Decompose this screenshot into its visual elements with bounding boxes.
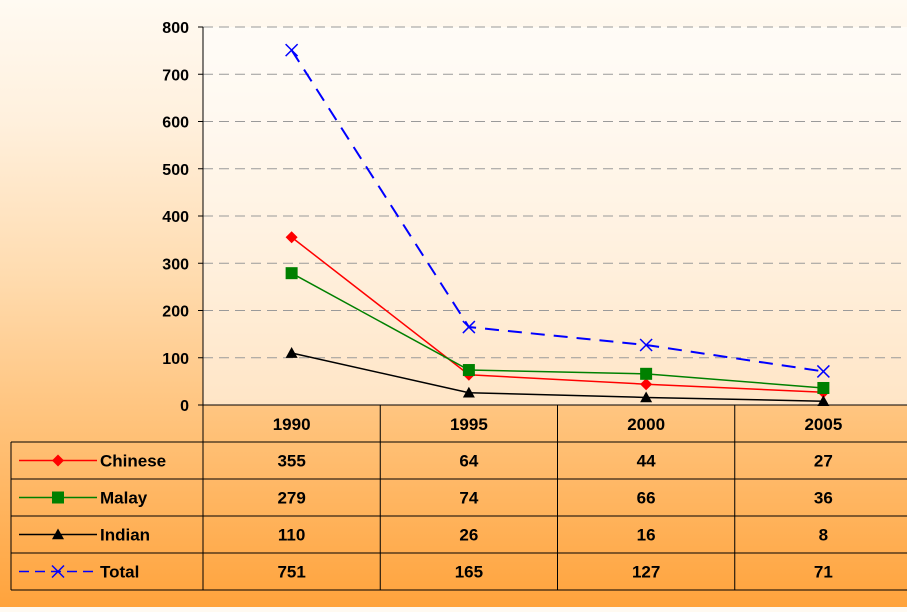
y-tick-label: 300 bbox=[162, 256, 189, 273]
y-tick-label: 700 bbox=[162, 67, 189, 84]
square-marker bbox=[462, 364, 475, 377]
series-name-label: Chinese bbox=[100, 452, 166, 471]
triangle-marker bbox=[817, 395, 830, 407]
table-value-cell: 16 bbox=[637, 526, 656, 545]
table-value-cell: 165 bbox=[455, 563, 483, 582]
series-name-label: Malay bbox=[100, 489, 148, 508]
y-tick-label: 0 bbox=[180, 398, 189, 415]
series-line bbox=[291, 272, 824, 389]
series-line bbox=[291, 352, 824, 402]
x-category-label: 2000 bbox=[627, 415, 665, 434]
table-value-cell: 355 bbox=[277, 452, 305, 471]
triangle-marker bbox=[285, 347, 298, 358]
square-marker bbox=[817, 381, 830, 394]
legend-key bbox=[19, 454, 97, 467]
table-value-cell: 36 bbox=[814, 489, 833, 508]
diamond-marker bbox=[52, 454, 64, 467]
table-value-cell: 71 bbox=[814, 563, 833, 582]
triangle-marker bbox=[462, 386, 475, 398]
series-line bbox=[291, 236, 824, 393]
x-category-label: 2005 bbox=[804, 415, 842, 434]
table-value-cell: 74 bbox=[459, 489, 478, 508]
x-category-label: 1995 bbox=[450, 415, 488, 434]
x-marker bbox=[639, 338, 653, 352]
table-value-cell: 127 bbox=[632, 563, 660, 582]
diamond-marker bbox=[285, 231, 298, 244]
data-table: 1990 1995 2000 2005 Chinese 355 64 44 27 Malay 279… bbox=[10, 404, 907, 591]
legend-key bbox=[19, 564, 97, 579]
series-line bbox=[290, 49, 824, 373]
table-value-cell: 44 bbox=[637, 452, 656, 471]
table-value-cell: 27 bbox=[814, 452, 833, 471]
x-marker bbox=[51, 564, 65, 579]
series-name-label: Total bbox=[100, 563, 139, 582]
series-indian bbox=[285, 347, 830, 407]
table-value-cell: 751 bbox=[277, 563, 305, 582]
x-category-label: 1990 bbox=[273, 415, 311, 434]
y-tick-label: 600 bbox=[162, 115, 189, 132]
legend-key bbox=[19, 491, 97, 504]
series-total bbox=[285, 43, 830, 378]
y-tick-label: 200 bbox=[162, 304, 189, 321]
diamond-marker bbox=[640, 378, 653, 391]
legend-key bbox=[19, 528, 97, 540]
y-tick-label: 800 bbox=[162, 20, 189, 37]
gridlines bbox=[203, 26, 907, 359]
table-value-cell: 64 bbox=[459, 452, 478, 471]
square-marker bbox=[640, 367, 653, 380]
y-tick-label: 500 bbox=[162, 162, 189, 179]
table-value-cell: 279 bbox=[277, 489, 305, 508]
y-axis: 0 100 200 300 400 500 600 700 800 bbox=[162, 20, 204, 415]
square-marker bbox=[52, 491, 64, 504]
x-marker bbox=[462, 320, 476, 334]
table-value-cell: 26 bbox=[459, 526, 478, 545]
table-value-cell: 8 bbox=[819, 526, 828, 545]
series-name-label: Indian bbox=[100, 526, 150, 545]
series-lines bbox=[285, 43, 830, 407]
y-tick-label: 100 bbox=[162, 351, 189, 368]
y-tick-label: 400 bbox=[162, 209, 189, 226]
series-malay bbox=[285, 267, 830, 394]
triangle-marker bbox=[640, 391, 653, 403]
triangle-marker bbox=[52, 528, 64, 540]
x-marker bbox=[816, 364, 830, 378]
x-marker bbox=[285, 43, 299, 57]
table-value-cell: 66 bbox=[637, 489, 656, 508]
table-value-cell: 110 bbox=[278, 526, 305, 545]
square-marker bbox=[285, 267, 298, 280]
